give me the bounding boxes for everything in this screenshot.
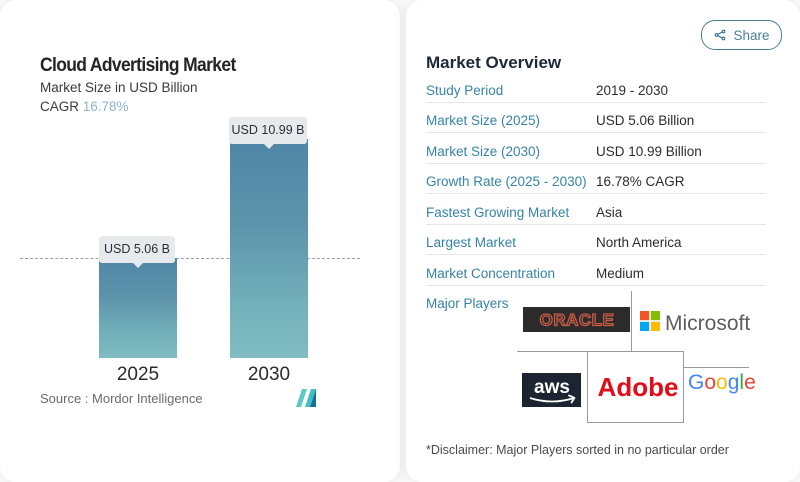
svg-text:aws: aws bbox=[534, 377, 570, 398]
svg-text:ORACLE: ORACLE bbox=[539, 310, 614, 329]
svg-text:Adobe: Adobe bbox=[597, 372, 677, 402]
